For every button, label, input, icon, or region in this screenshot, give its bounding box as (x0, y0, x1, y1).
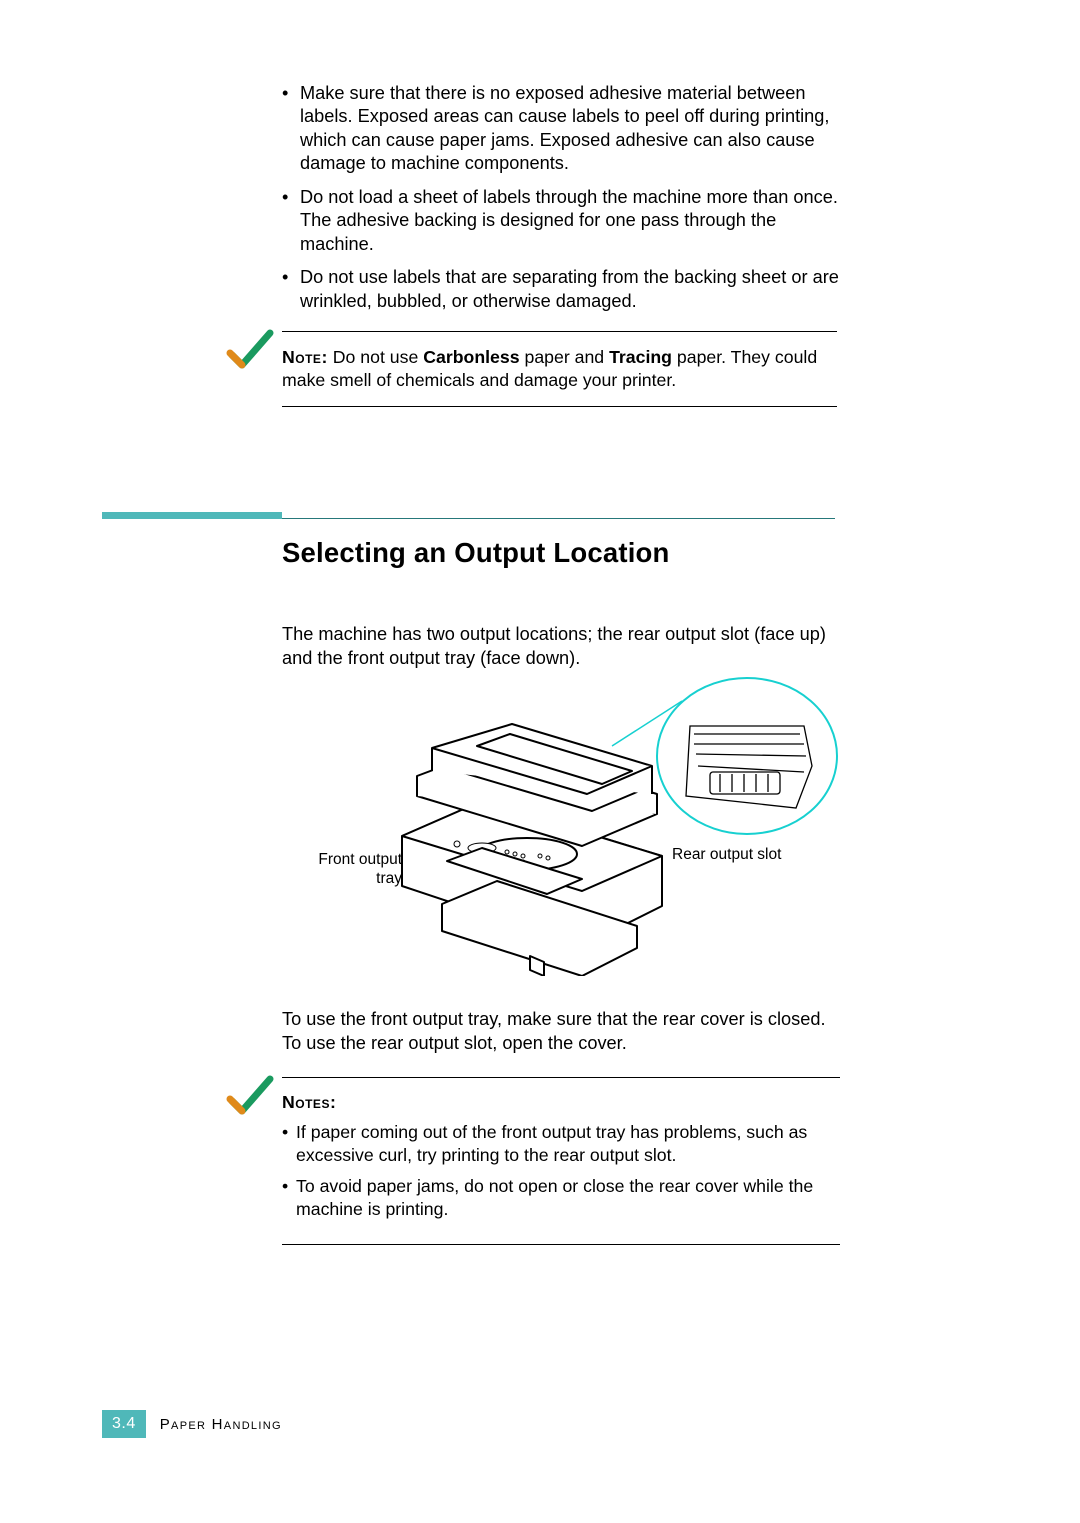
printer-illustration (282, 676, 842, 976)
intro-bullets: Make sure that there is no exposed adhes… (282, 82, 842, 313)
bullet-item: Make sure that there is no exposed adhes… (282, 82, 842, 176)
checkmark-icon (226, 1073, 274, 1121)
note-label: Note: (282, 347, 328, 367)
after-figure-text: To use the front output tray, make sure … (282, 1008, 840, 1055)
notes-heading: Notes: (282, 1092, 840, 1113)
notes-item: If paper coming out of the front output … (282, 1121, 840, 1167)
page-footer: 3.4 Paper Handling (102, 1410, 282, 1438)
manual-page: Make sure that there is no exposed adhes… (0, 0, 1080, 1523)
notes-callout: Notes: If paper coming out of the front … (282, 1077, 840, 1245)
section-heading: Selecting an Output Location (282, 537, 1080, 569)
checkmark-icon (226, 327, 274, 375)
note-callout: Note: Do not use Carbonless paper and Tr… (282, 331, 837, 407)
bullet-item: Do not use labels that are separating fr… (282, 266, 842, 313)
printer-figure: Front output tray Rear output slot (282, 676, 842, 976)
section-title: Paper Handling (146, 1410, 282, 1438)
section-intro: The machine has two output locations; th… (282, 623, 840, 670)
notes-item: To avoid paper jams, do not open or clos… (282, 1175, 840, 1221)
page-number: 3.4 (102, 1410, 146, 1438)
figure-label-rear: Rear output slot (672, 846, 832, 865)
note-text: Note: Do not use Carbonless paper and Tr… (282, 346, 837, 392)
figure-label-front: Front output tray (300, 851, 402, 888)
section-rule (102, 512, 835, 519)
bullet-item: Do not load a sheet of labels through th… (282, 186, 842, 256)
section-rule-accent (102, 512, 282, 519)
